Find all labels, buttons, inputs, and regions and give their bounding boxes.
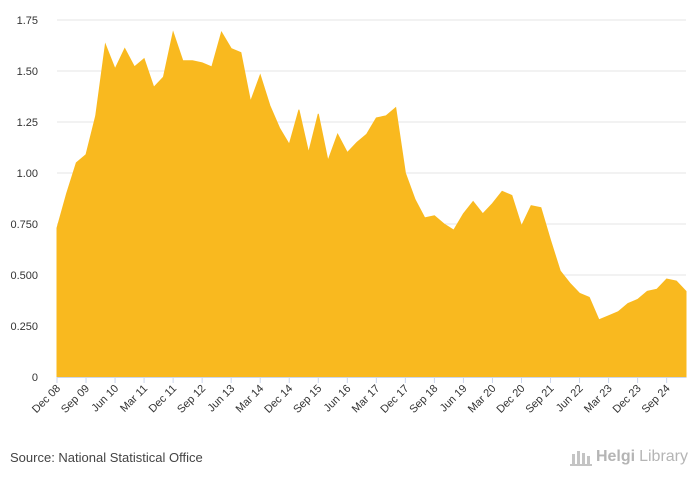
- x-tick-label: Sep 18: [407, 383, 440, 416]
- y-tick-label: 0.500: [10, 270, 38, 282]
- x-tick-label: Mar 17: [350, 383, 383, 416]
- brand-light: Library: [639, 448, 688, 465]
- y-tick-label: 0.750: [10, 219, 38, 231]
- y-tick-label: 0: [32, 372, 38, 384]
- x-tick-label: Sep 15: [291, 383, 324, 416]
- y-axis-labels: 0 0.250 0.500 0.750 1.00 1.25 1.50 1.75: [10, 15, 38, 384]
- x-tick-label: Jun 16: [322, 383, 354, 415]
- x-tick-label: Jun 10: [89, 383, 121, 415]
- y-tick-label: 1.25: [17, 117, 38, 129]
- x-tick-label: Dec 11: [147, 383, 180, 416]
- x-tick-label: Mar 23: [582, 383, 615, 416]
- helgi-library-logo[interactable]: Helgi Library: [569, 448, 688, 466]
- series-area: [56, 30, 687, 378]
- x-tick-label: Sep 12: [175, 383, 208, 416]
- x-tick-label: Mar 14: [234, 383, 267, 416]
- x-tick-label: Sep 09: [59, 383, 92, 416]
- x-tick-label: Mar 11: [118, 383, 150, 415]
- x-tick-label: Jun 19: [438, 383, 470, 415]
- y-tick-label: 1.75: [17, 15, 38, 27]
- x-tick-label: Dec 17: [378, 383, 411, 416]
- x-tick-label: Dec 20: [494, 383, 527, 416]
- y-tick-label: 1.50: [17, 66, 38, 78]
- x-tick-label: Dec 08: [30, 383, 63, 416]
- x-tick-label: Sep 21: [523, 383, 556, 416]
- x-tick-label: Dec 14: [262, 383, 295, 416]
- y-tick-label: 0.250: [10, 321, 38, 333]
- y-tick-label: 1.00: [17, 168, 38, 180]
- x-tick-label: Mar 20: [466, 383, 499, 416]
- source-note: Source: National Statistical Office: [10, 450, 203, 465]
- x-tick-label: Dec 23: [611, 383, 644, 416]
- library-icon: [569, 451, 592, 466]
- x-tick-label: Jun 13: [205, 383, 237, 415]
- x-tick-label: Sep 24: [640, 383, 673, 416]
- x-axis-ticks: [56, 377, 668, 383]
- x-tick-label: Jun 22: [554, 383, 586, 415]
- brand-bold: Helgi: [595, 448, 636, 465]
